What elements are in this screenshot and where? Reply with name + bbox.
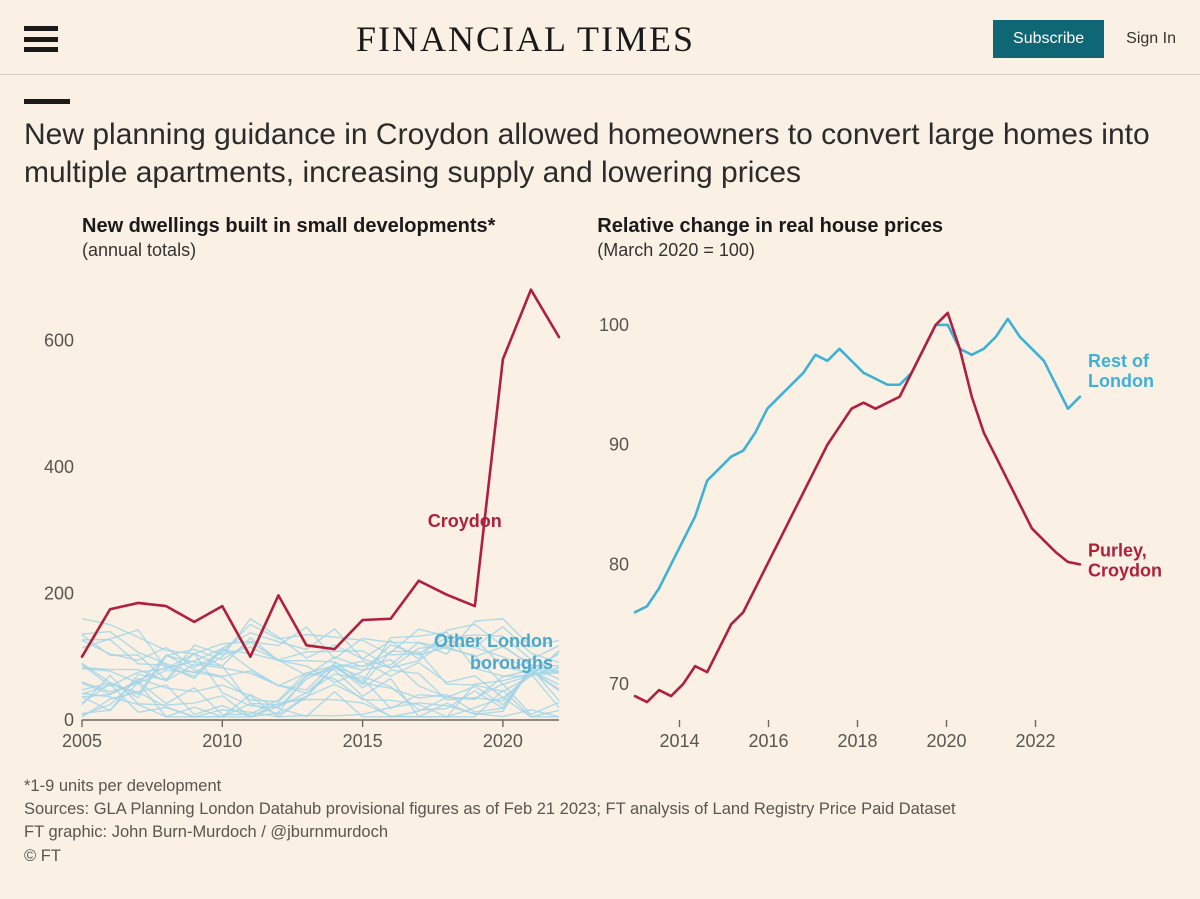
svg-text:boroughs: boroughs [470,653,553,673]
svg-text:2010: 2010 [202,731,242,751]
chart-right-title: Relative change in real house prices [597,215,1176,238]
article-content: New planning guidance in Croydon allowed… [0,75,1200,867]
topbar-actions: Subscribe Sign In [993,20,1176,58]
brand-wordmark: FINANCIAL TIMES [356,18,695,60]
chart-left-title: New dwellings built in small development… [82,215,569,238]
svg-text:400: 400 [44,457,74,477]
svg-text:90: 90 [609,434,629,454]
top-bar: FINANCIAL TIMES Subscribe Sign In [0,0,1200,75]
svg-text:2015: 2015 [343,731,383,751]
chart-left-subtitle: (annual totals) [82,240,569,261]
footnotes: *1-9 units per development Sources: GLA … [24,775,1176,867]
headline: New planning guidance in Croydon allowed… [24,116,1164,193]
svg-text:London: London [1088,371,1154,391]
svg-text:0: 0 [64,710,74,730]
chart-left-svg: 0 200 400 600 2005 2010 2015 2020 Croydon Other L… [24,265,579,760]
sign-in-link[interactable]: Sign In [1126,30,1176,48]
svg-text:200: 200 [44,583,74,603]
svg-text:Other London: Other London [434,631,553,651]
svg-text:70: 70 [609,674,629,694]
svg-text:80: 80 [609,554,629,574]
chart-left: New dwellings built in small development… [24,215,569,765]
charts-row: New dwellings built in small development… [24,215,1176,765]
svg-text:Croydon: Croydon [1088,560,1162,580]
footnote-line: Sources: GLA Planning London Datahub pro… [24,798,1176,820]
chart-right-subtitle: (March 2020 = 100) [597,240,1176,261]
footnote-line: *1-9 units per development [24,775,1176,797]
svg-text:2018: 2018 [838,731,878,751]
svg-text:600: 600 [44,330,74,350]
footnote-line: FT graphic: John Burn-Murdoch / @jburnmu… [24,821,1176,843]
svg-text:Croydon: Croydon [428,511,502,531]
chart-right-svg: 70 80 90 100 2014 2016 2018 2020 2022 Rest ofLond… [585,265,1170,760]
hamburger-icon[interactable] [24,26,58,52]
footnote-line: © FT [24,845,1176,867]
svg-text:2016: 2016 [749,731,789,751]
svg-text:2020: 2020 [483,731,523,751]
svg-text:2020: 2020 [927,731,967,751]
svg-text:Purley,: Purley, [1088,540,1147,560]
svg-text:2014: 2014 [660,731,700,751]
svg-text:100: 100 [599,315,629,335]
svg-text:2005: 2005 [62,731,102,751]
svg-text:Rest of: Rest of [1088,351,1150,371]
subscribe-button[interactable]: Subscribe [993,20,1104,58]
chart-right: Relative change in real house prices (Ma… [585,215,1176,765]
kicker-rule [24,99,70,104]
svg-text:2022: 2022 [1016,731,1056,751]
